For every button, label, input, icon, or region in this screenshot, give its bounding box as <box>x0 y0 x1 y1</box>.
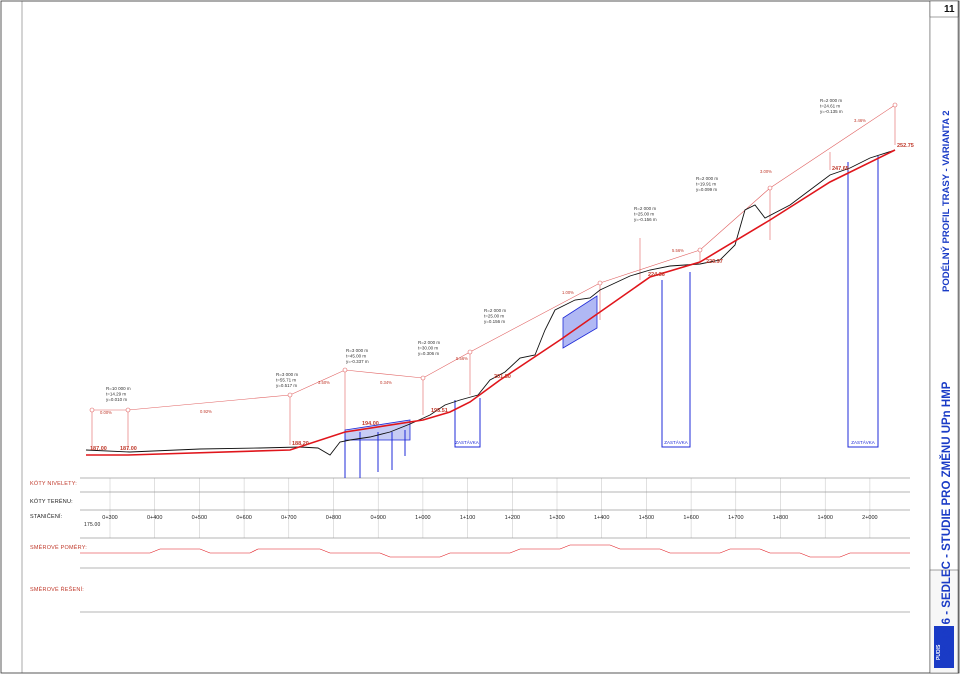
station-label: 1+100 <box>459 515 476 521</box>
station-label: 0+600 <box>236 515 252 521</box>
band-lines <box>80 477 910 613</box>
curve-param-text: y=-0.156 m <box>634 217 657 222</box>
elev-4: 194.00 <box>362 421 379 427</box>
stop-label-1: ZASTÁVKA <box>455 439 479 445</box>
curve-param-text: R=3 000 m <box>346 348 368 353</box>
row-label-grade: KÓTY NIVELETY: <box>30 481 78 487</box>
curve-param-text: t=24.61 m <box>820 104 840 109</box>
drawing-title: PODÉLNÝ PROFIL TRASY - VARIANTA 2 <box>941 110 952 292</box>
slope-label: 3.50% <box>318 380 330 385</box>
station-label: 0+500 <box>191 515 208 521</box>
elev-3: 188.20 <box>292 441 309 447</box>
row-label-horizontal: SMĚROVÉ POMĚRY: <box>30 545 87 551</box>
curve-param-text: y=0.156 m <box>484 319 505 324</box>
elev-8: 229.97 <box>706 259 723 265</box>
station-label: 0+300 <box>102 515 118 521</box>
slope-label: 1.00% <box>562 290 574 295</box>
station-label: 2+000 <box>862 515 878 521</box>
company-logo <box>934 626 954 668</box>
curve-param-text: R=2 000 m <box>820 98 842 103</box>
curve-parameters: R=10 000 mt=14.29 my=0.010 mR=3 000 mt=5… <box>106 98 843 402</box>
curve-param-text: t=30.00 m <box>418 346 438 351</box>
curve-param-text: y=0.099 m <box>696 187 717 192</box>
slope-label: 5.56% <box>456 356 468 361</box>
slope-labels: 0.00% 0.92% 3.50% 0.34% 5.56% 1.00% 5.56% 3.00%… <box>100 118 866 415</box>
elev-5: 195.51 <box>431 408 448 414</box>
elev-7: 224.36 <box>648 272 665 278</box>
curve-param-text: t=14.29 m <box>106 392 126 397</box>
elev-6: 201.80 <box>494 374 511 380</box>
row-label-directional: SMĚROVÉ ŘEŠENÍ: <box>30 587 85 593</box>
curve-param-text: t=25.00 m <box>484 314 504 319</box>
sheet-number: 11 <box>944 4 955 15</box>
stop-label-2: ZASTÁVKA <box>664 439 688 445</box>
station-label: 1+300 <box>549 515 565 521</box>
slope-label: 3.00% <box>760 169 772 174</box>
curve-param-text: t=45.00 m <box>346 354 366 359</box>
station-label: 1+400 <box>593 515 610 521</box>
station-label: 0+400 <box>146 515 163 521</box>
terrain-line <box>85 149 896 456</box>
curve-param-text: R=2 000 m <box>634 206 656 211</box>
station-label: 1+900 <box>817 515 833 521</box>
row-label-stationing: STANIČENÍ: <box>30 514 63 520</box>
elev-9: 247.65 <box>832 166 849 172</box>
elev-10: 252.75 <box>897 143 914 149</box>
station-label: 1+700 <box>728 515 744 521</box>
curve-param-text: y=0.517 m <box>276 383 297 388</box>
slope-label: 3.46% <box>854 118 866 123</box>
slope-label: 0.92% <box>200 409 212 414</box>
curve-param-text: t=55.71 m <box>276 378 296 383</box>
curve-param-text: R=2 000 m <box>484 308 506 313</box>
curve-param-text: R=3 000 m <box>276 372 298 377</box>
curve-param-text: y=-0.337 m <box>346 359 369 364</box>
row-label-terrain: KÓTY TERÉNU: <box>30 499 73 505</box>
station-label: 0+900 <box>370 515 386 521</box>
curve-param-text: R=2 000 m <box>696 176 718 181</box>
station-label: 1+600 <box>683 515 699 521</box>
station-label: 0+700 <box>281 515 297 521</box>
stop-label-3: ZASTÁVKA <box>851 439 875 445</box>
station-label: 1+500 <box>638 515 655 521</box>
slope-label: 0.00% <box>100 410 112 415</box>
elevation-callouts: 187.00 187.00 188.20 194.00 195.51 201.8… <box>90 143 914 452</box>
curve-param-text: R=2 000 m <box>418 340 440 345</box>
curve-param-text: t=19.91 m <box>696 182 716 187</box>
curve-param-text: y=0.306 m <box>418 351 439 356</box>
elev-2: 187.00 <box>120 446 137 452</box>
horizontal-alignment <box>80 544 910 558</box>
datum-label: 175.00 <box>84 522 101 528</box>
slope-label: 5.56% <box>672 248 684 253</box>
station-label: 1+000 <box>415 515 431 521</box>
station-label: 1+800 <box>772 515 789 521</box>
station-label: 0+800 <box>325 515 342 521</box>
station-label: 1+200 <box>504 515 521 521</box>
curve-markers <box>89 102 898 413</box>
stop-labels: ZASTÁVKA ZASTÁVKA ZASTÁVKA <box>455 439 875 445</box>
vertical-curve-annotations <box>91 104 896 450</box>
station-ticks <box>109 478 871 538</box>
company-name: PUDIS <box>936 644 942 660</box>
elev-1: 187.00 <box>90 446 107 452</box>
curve-param-text: t=25.00 m <box>634 212 654 217</box>
slope-label: 0.34% <box>380 380 392 385</box>
curve-param-text: y=-0.135 m <box>820 109 843 114</box>
design-grade-line <box>86 149 896 456</box>
curve-param-text: R=10 000 m <box>106 386 131 391</box>
curve-param-text: y=0.010 m <box>106 397 127 402</box>
